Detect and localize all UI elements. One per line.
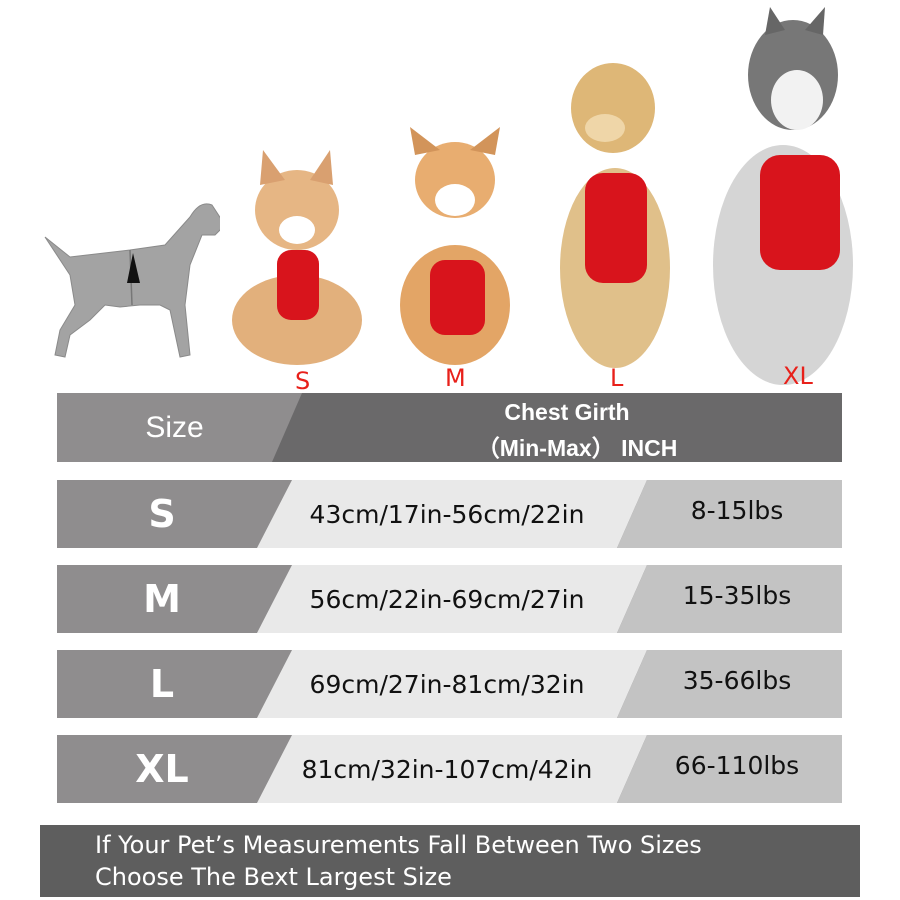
dog-label-m: M (445, 364, 466, 392)
chest-measurement-dog-icon (44, 203, 220, 358)
table-header: Size Chest Girth （Min-Max） INCH (57, 393, 842, 462)
header-chest-girth: Chest Girth (504, 399, 630, 425)
dog-label-s: S (295, 367, 311, 395)
dog-photo-medium (400, 127, 510, 365)
footer-line-2: Choose The Bext Largest Size (95, 863, 452, 891)
size-cell: S (148, 492, 176, 536)
table-row: S 43cm/17in-56cm/22in 8-15lbs (57, 480, 842, 548)
header-min-max: （Min-Max） INCH (476, 435, 678, 461)
size-cell: XL (135, 747, 189, 791)
girth-cell: 81cm/32in-107cm/42in (301, 755, 593, 784)
weight-cell: 66-110lbs (674, 751, 800, 780)
footer-line-1: If Your Pet’s Measurements Fall Between … (95, 831, 702, 859)
dog-label-xl: XL (783, 362, 813, 390)
dog-label-l: L (610, 364, 624, 392)
footer-note: If Your Pet’s Measurements Fall Between … (40, 825, 860, 897)
size-cell: M (143, 577, 181, 621)
weight-cell: 15-35lbs (682, 581, 792, 610)
dog-photo-xlarge (713, 7, 853, 385)
header-size: Size (145, 411, 204, 444)
weight-cell: 8-15lbs (690, 496, 784, 525)
girth-cell: 43cm/17in-56cm/22in (309, 500, 585, 529)
dog-photo-large (560, 63, 670, 368)
table-row: XL 81cm/32in-107cm/42in 66-110lbs (57, 735, 842, 803)
girth-cell: 69cm/27in-81cm/32in (309, 670, 585, 699)
table-row: M 56cm/22in-69cm/27in 15-35lbs (57, 565, 842, 633)
weight-cell: 35-66lbs (682, 666, 792, 695)
dog-photo-small (232, 150, 362, 365)
girth-cell: 56cm/22in-69cm/27in (309, 585, 585, 614)
size-cell: L (149, 662, 175, 706)
table-row: L 69cm/27in-81cm/32in 35-66lbs (57, 650, 842, 718)
